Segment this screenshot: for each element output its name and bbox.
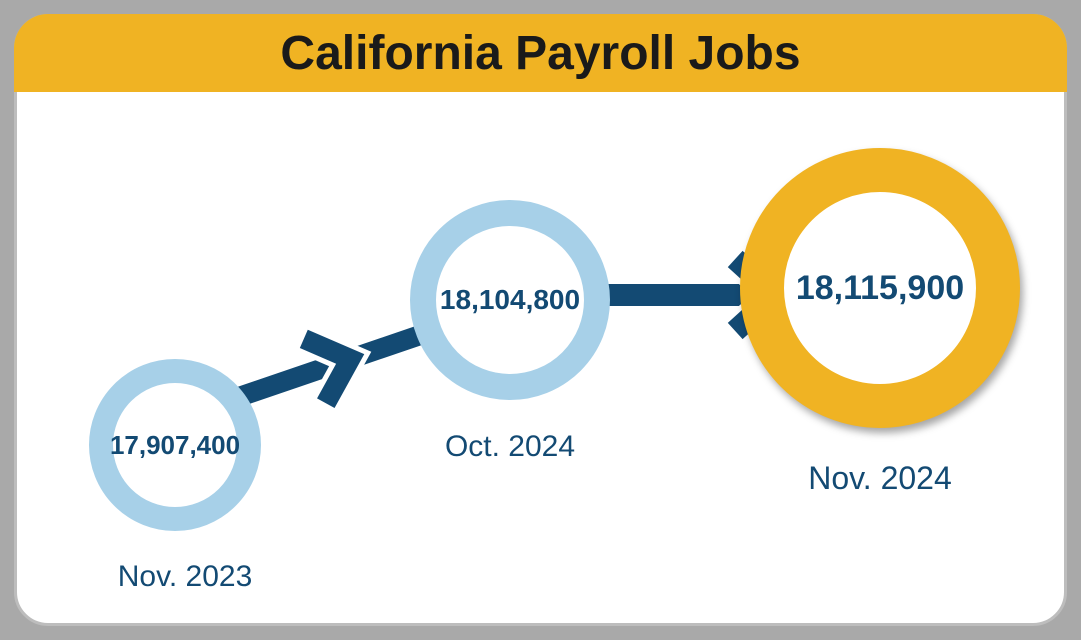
data-point-ring-2: 18,115,900 xyxy=(740,148,1020,428)
data-point-value-0: 17,907,400 xyxy=(110,430,240,461)
data-point-ring-0: 17,907,400 xyxy=(89,359,261,531)
data-point-value-2: 18,115,900 xyxy=(796,269,964,308)
data-point-period-0: Nov. 2023 xyxy=(35,560,335,594)
data-point-period-2: Nov. 2024 xyxy=(730,460,1030,497)
data-point-value-1: 18,104,800 xyxy=(440,284,580,316)
data-point-period-1: Oct. 2024 xyxy=(360,430,660,464)
data-point-ring-1: 18,104,800 xyxy=(410,200,610,400)
